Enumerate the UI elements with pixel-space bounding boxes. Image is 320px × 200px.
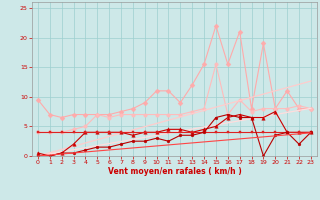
X-axis label: Vent moyen/en rafales ( km/h ): Vent moyen/en rafales ( km/h ) (108, 167, 241, 176)
